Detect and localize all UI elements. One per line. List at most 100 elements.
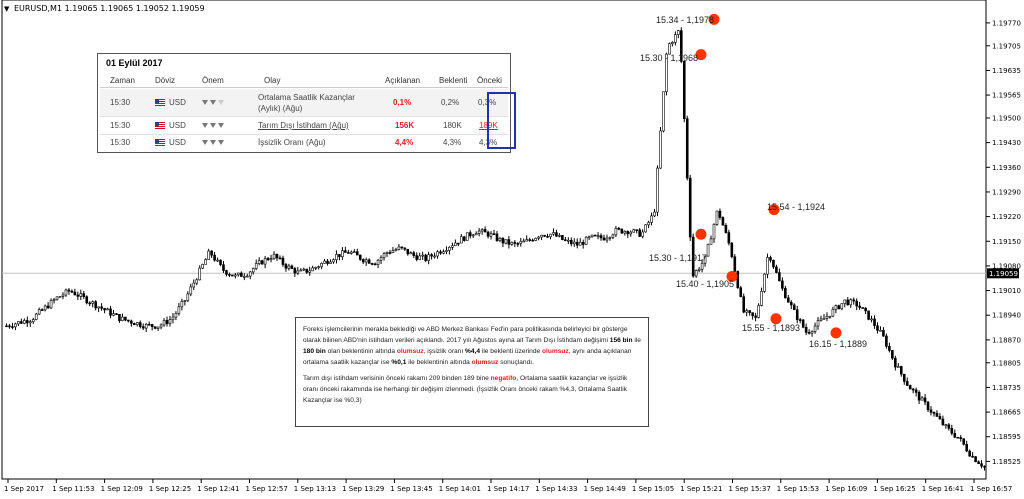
- candle-body: [370, 263, 374, 265]
- candle-body: [870, 318, 873, 321]
- candle-body: [662, 91, 665, 132]
- candle-body: [665, 53, 668, 93]
- candle-body: [361, 259, 365, 263]
- candle-body: [454, 242, 457, 246]
- candle-body: [789, 301, 793, 306]
- event-marker-label: 15.40 - 1,1905: [676, 279, 734, 289]
- candle-body: [133, 323, 136, 326]
- candle-body: [519, 241, 523, 244]
- candle-body: [712, 224, 716, 240]
- candle-body: [977, 461, 980, 464]
- row-forecast: 0,2%: [441, 98, 460, 107]
- candle-body: [130, 320, 133, 324]
- candle-body: [320, 263, 323, 267]
- candle-body: [427, 254, 430, 261]
- y-tick-label: 1.19770: [992, 19, 1021, 27]
- bull-icon: [218, 100, 224, 105]
- candle-body: [626, 231, 630, 235]
- candle-body: [106, 308, 109, 311]
- candle-body: [409, 252, 413, 255]
- candle-body: [537, 236, 540, 239]
- candle-body: [237, 272, 240, 276]
- event-marker: [695, 49, 707, 61]
- candle-body: [772, 259, 775, 268]
- candle-body: [121, 316, 124, 321]
- chevron-down-icon[interactable]: ▼: [4, 5, 10, 13]
- candle-body: [448, 246, 451, 251]
- calendar-row[interactable]: 15:30 USD Tarım Dışı İstihdam (Ağu) 156K…: [100, 117, 508, 135]
- candle-body: [28, 321, 32, 324]
- candle-body: [953, 432, 957, 438]
- candle-body: [897, 366, 900, 368]
- candle-body: [308, 270, 312, 273]
- candle-body: [584, 236, 588, 245]
- candle-body: [338, 254, 341, 258]
- current-price-tag: 1.19059: [987, 268, 1019, 279]
- candle-body: [376, 259, 380, 265]
- candle-body: [575, 241, 579, 246]
- candle-body: [801, 319, 805, 328]
- x-tick-label: 1 Sep 12:57: [246, 485, 288, 493]
- chart-high: 1.19065: [100, 4, 134, 13]
- candle-body: [364, 259, 368, 263]
- row-time: 15:30: [110, 121, 131, 130]
- y-tick-label: 1.19290: [992, 188, 1021, 196]
- row-forecast: 180K: [443, 121, 462, 130]
- candle-body: [189, 286, 193, 295]
- candle-body: [251, 268, 255, 273]
- candle-body: [254, 263, 258, 269]
- candle-body: [439, 251, 442, 254]
- economic-calendar: 01 Eylül 2017 Zaman Döviz Önem Olay Açık…: [97, 53, 516, 153]
- candle-body: [507, 239, 511, 245]
- candle-body: [671, 42, 674, 45]
- x-tick-label: 1 Sep 14:17: [487, 485, 529, 493]
- candle-body: [403, 247, 407, 250]
- candle-body: [561, 235, 564, 241]
- candle-body: [656, 167, 659, 213]
- calendar-row[interactable]: 15:30 USD İşsizlik Oranı (Ağu) 4,4% 4,3%…: [100, 134, 508, 151]
- candle-body: [415, 255, 419, 260]
- candle-body: [757, 305, 760, 318]
- y-tick-label: 1.19705: [992, 42, 1021, 50]
- candle-body: [504, 239, 508, 244]
- candle-body: [748, 310, 751, 313]
- candle-body: [314, 266, 317, 269]
- y-tick-label: 1.19635: [992, 67, 1021, 75]
- candle-body: [694, 270, 698, 277]
- candle-body: [602, 237, 606, 241]
- x-tick-label: 1 Sep 13:13: [294, 485, 336, 493]
- candle-body: [82, 293, 86, 297]
- candle-body: [855, 300, 858, 307]
- candle-body: [816, 320, 820, 327]
- candle-body: [183, 300, 187, 302]
- candle-body: [798, 319, 802, 321]
- note-paragraph-1: Foreks işlemcilerinin merakla beklediği …: [303, 326, 641, 366]
- candle-body: [76, 294, 80, 297]
- candle-body: [787, 297, 790, 303]
- candle-body: [864, 307, 867, 312]
- event-marker-label: 15.54 - 1,1924: [767, 202, 825, 212]
- candle-body: [8, 325, 11, 328]
- candle-body: [103, 308, 106, 311]
- candle-body: [61, 294, 65, 297]
- candle-body: [510, 242, 514, 245]
- candle-body: [596, 235, 600, 237]
- candle-body: [91, 301, 94, 304]
- candle-body: [813, 325, 817, 332]
- candle-body: [882, 330, 885, 337]
- row-event[interactable]: Tarım Dışı İstihdam (Ağu): [258, 121, 349, 130]
- candle-body: [243, 275, 246, 278]
- candle-body: [483, 229, 487, 233]
- candle-body: [709, 238, 713, 245]
- y-tick-label: 1.18665: [992, 409, 1021, 417]
- candle-body: [578, 241, 582, 246]
- candle-body: [534, 237, 537, 241]
- candle-body: [192, 282, 196, 288]
- candle-body: [950, 427, 954, 434]
- candle-body: [162, 320, 166, 326]
- candle-body: [983, 465, 986, 468]
- calendar-row[interactable]: 15:30 USD Ortalama Saatlik Kazançlar (Ay…: [100, 89, 508, 117]
- candle-body: [751, 312, 754, 317]
- candle-body: [843, 299, 847, 304]
